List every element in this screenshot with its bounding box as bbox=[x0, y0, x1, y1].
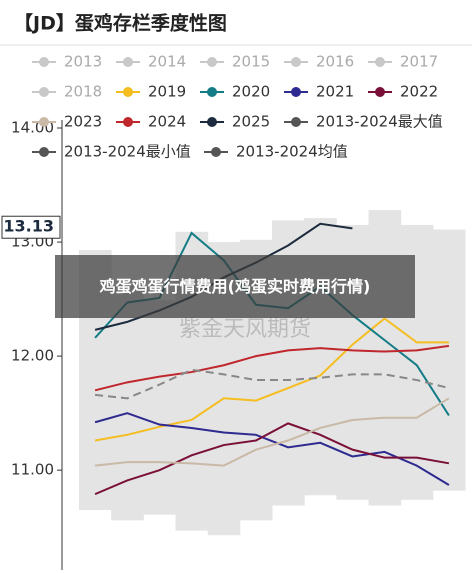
range-band bbox=[143, 300, 176, 515]
legend-label: 2023 bbox=[64, 113, 102, 131]
legend-marker bbox=[291, 57, 301, 67]
legend-item: 2024 bbox=[116, 113, 186, 131]
chart-title: 【JD】蛋鸡存栏季度性图 bbox=[14, 12, 227, 35]
legend-label: 2019 bbox=[148, 83, 186, 101]
series-line bbox=[94, 397, 450, 467]
range-band bbox=[432, 229, 466, 491]
legend-item: 2025 bbox=[200, 113, 270, 131]
series-line bbox=[94, 344, 450, 392]
current-value-box bbox=[1, 215, 61, 239]
legend-marker bbox=[291, 87, 301, 97]
legend-marker bbox=[375, 57, 385, 67]
legend-label: 2015 bbox=[232, 53, 270, 71]
series-line bbox=[94, 368, 450, 400]
legend-label: 2013-2024最大值 bbox=[316, 113, 443, 131]
legend-label: 2025 bbox=[232, 113, 270, 131]
legend-item: 2016 bbox=[284, 53, 354, 71]
legend-label: 2016 bbox=[316, 53, 354, 71]
legend-item: 2023 bbox=[32, 113, 102, 131]
legend-item: 2015 bbox=[200, 53, 270, 71]
legend-label: 2017 bbox=[400, 53, 438, 71]
legend-label: 2013-2024均值 bbox=[236, 143, 348, 161]
legend-item: 2017 bbox=[368, 53, 438, 71]
watermark: 紫金天风期货 bbox=[179, 317, 311, 342]
legend-marker bbox=[39, 87, 49, 97]
series-line bbox=[94, 412, 450, 486]
legend-item: 2013-2024最大值 bbox=[284, 113, 443, 131]
y-tick-label: 11.00 bbox=[11, 461, 54, 479]
legend-marker bbox=[123, 57, 133, 67]
legend-marker bbox=[291, 117, 301, 127]
series-line bbox=[94, 317, 449, 442]
series-line bbox=[94, 422, 450, 496]
legend-marker bbox=[211, 147, 221, 157]
legend-label: 2013-2024最小值 bbox=[64, 143, 191, 161]
legend-marker bbox=[207, 87, 217, 97]
legend-label: 2024 bbox=[148, 113, 186, 131]
legend-item: 2019 bbox=[116, 83, 186, 101]
legend-item: 2013 bbox=[32, 53, 102, 71]
legend-item: 2020 bbox=[200, 83, 270, 101]
legend-item: 2022 bbox=[368, 83, 438, 101]
legend-marker bbox=[39, 147, 49, 157]
legend-marker bbox=[39, 117, 49, 127]
y-tick-label: 12.00 bbox=[11, 347, 54, 365]
overlay-caption: 鸡蛋鸡蛋行情费用(鸡蛋实时费用行情) bbox=[55, 255, 415, 318]
legend-marker bbox=[207, 117, 217, 127]
legend-label: 2022 bbox=[400, 83, 438, 101]
legend-item: 2013-2024最小值 bbox=[32, 143, 191, 161]
legend-item: 2018 bbox=[32, 83, 102, 101]
legend-label: 2020 bbox=[232, 83, 270, 101]
legend-marker bbox=[375, 87, 385, 97]
legend-marker bbox=[39, 57, 49, 67]
legend-item: 2021 bbox=[284, 83, 354, 101]
legend-item: 2013-2024均值 bbox=[204, 143, 348, 161]
legend-marker bbox=[207, 57, 217, 67]
legend-label: 2021 bbox=[316, 83, 354, 101]
legend-marker bbox=[123, 117, 133, 127]
current-value-label: 13.13 bbox=[3, 217, 54, 236]
legend-marker bbox=[123, 87, 133, 97]
legend-label: 2013 bbox=[64, 53, 102, 71]
legend-label: 2018 bbox=[64, 83, 102, 101]
legend-item: 2014 bbox=[116, 53, 186, 71]
legend-label: 2014 bbox=[148, 53, 186, 71]
